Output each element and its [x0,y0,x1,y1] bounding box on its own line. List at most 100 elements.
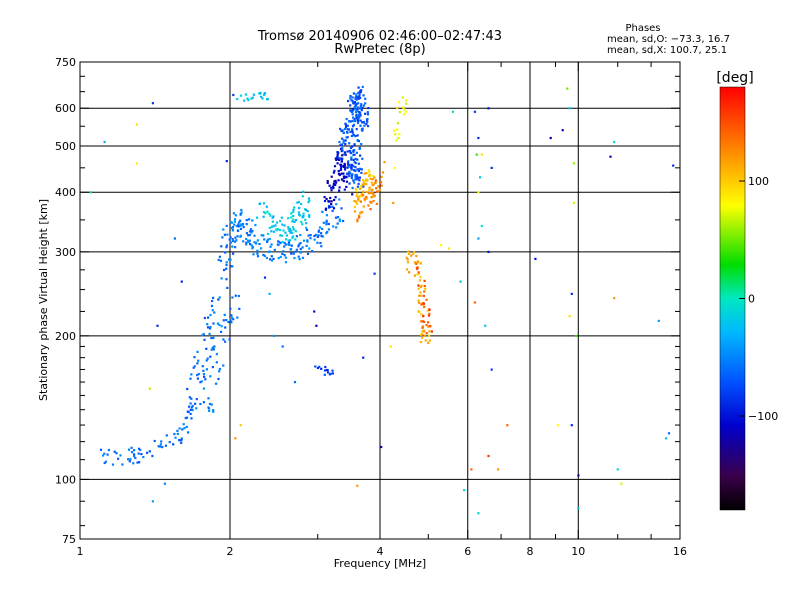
echo-point [306,239,309,242]
echo-point [321,210,324,213]
echo-point [360,109,363,112]
echo-point [413,251,416,254]
echo-point [477,191,480,194]
echo-point [196,362,199,365]
echo-point [230,226,234,230]
echo-point [180,280,183,283]
echo-point [176,432,179,435]
echo-point [345,176,348,179]
echo-point [134,456,137,460]
echo-point [479,176,482,179]
y-tick-label: 100 [55,473,76,486]
x-tick-label: 4 [377,545,384,558]
echo-point [231,296,234,299]
echo-point [240,208,243,212]
echo-point [224,340,227,343]
echo-point [140,453,143,456]
echo-point [355,128,358,131]
echo-point [459,280,462,283]
echo-point [342,180,345,183]
echo-point [353,102,356,105]
echo-point [356,134,359,137]
echo-point [208,409,211,412]
echo-point [222,338,225,341]
echo-point [335,181,338,184]
echo-point [423,279,426,282]
echo-point [336,155,339,158]
echo-point [305,226,308,229]
echo-point [301,223,304,226]
echo-point [380,181,383,184]
echo-point [419,320,422,323]
echo-point [344,168,347,171]
echo-point [268,292,271,295]
echo-point [263,238,266,241]
echo-point [240,211,243,214]
echo-point [417,284,420,287]
echo-point [263,276,267,279]
echo-point [233,223,236,226]
echo-point [420,284,423,287]
echo-point [407,252,411,255]
echo-point [329,196,332,200]
echo-point [377,190,380,193]
echo-point [293,381,297,384]
echo-point [339,163,342,166]
echo-point [354,175,357,178]
echo-point [153,439,156,443]
echo-point [266,232,270,235]
echo-point [371,188,374,191]
echo-point [275,228,278,231]
echo-point [288,229,291,232]
x-tick-label: 6 [464,545,471,558]
echo-point [331,372,334,375]
echo-point [396,128,399,131]
y-axis-label: Stationary phase Virtual Height [km] [37,199,50,401]
echo-point [229,319,232,322]
echo-point [146,451,149,454]
echo-point [342,141,345,144]
echo-point [419,291,422,294]
echo-point [357,162,360,165]
echo-point [349,95,352,98]
echo-point [203,338,206,341]
echo-point [206,326,210,329]
echo-point [346,136,349,139]
echo-point [356,178,359,181]
echo-point [128,460,131,463]
echo-point [360,103,363,106]
echo-point [173,237,176,240]
echo-point [350,134,353,138]
echo-point [357,169,360,173]
echo-point [352,123,355,126]
echo-point [228,338,231,341]
echo-point [352,134,355,137]
echo-point [260,234,263,237]
echo-point [308,215,311,218]
echo-point [356,484,359,487]
echo-point [410,254,413,257]
echo-point [251,245,254,249]
echo-point [356,185,359,188]
echo-point [282,250,285,253]
echo-point [264,212,267,215]
echo-point [367,204,370,207]
echo-point [353,143,356,146]
echo-point [334,179,337,182]
y-tick-label: 200 [55,330,76,343]
echo-point [272,215,275,218]
echo-point [196,377,199,380]
echo-point [268,251,271,254]
echo-point [184,417,187,420]
echo-point [371,184,374,187]
echo-point [343,188,346,191]
echo-point [447,247,451,250]
echo-point [259,91,262,94]
echo-point [332,207,336,210]
echo-point [351,108,354,111]
echo-point [213,311,216,314]
y-tick-label: 750 [55,56,76,69]
echo-point [215,361,218,364]
echo-point [164,444,167,447]
echo-point [401,96,404,99]
